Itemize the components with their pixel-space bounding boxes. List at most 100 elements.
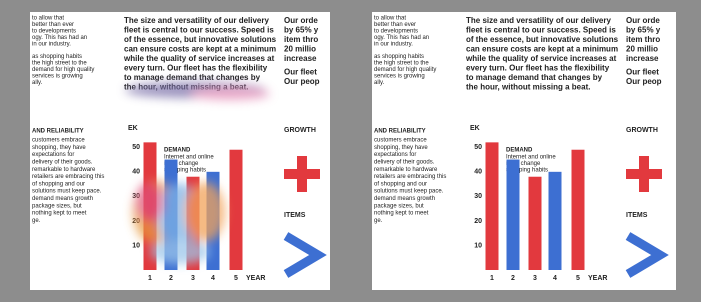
items-label: ITEMS (284, 212, 306, 219)
body-text: as shopping habits (32, 54, 82, 60)
body-text: delivery of their goods. (32, 159, 93, 165)
chevron-icon (286, 236, 318, 274)
body-text: ally. (32, 80, 43, 86)
body-text: delivery of their goods. (374, 159, 435, 165)
body-text: solutions must keep pace. (374, 189, 444, 195)
heading: the hour, without missing a beat. (124, 83, 248, 92)
y-tick-label: 10 (132, 242, 140, 249)
body-text: Our orde (626, 16, 660, 25)
body-text: services is growing (32, 74, 83, 80)
heading: of the essence, but innovative solutions (466, 35, 619, 44)
heading: every turn. Our fleet has the flexibilit… (466, 64, 610, 73)
body-text: ge. (32, 218, 41, 224)
y-tick-label: 20 (132, 218, 140, 225)
heading: while the quality of service increases a… (465, 54, 617, 63)
y-tick-label: 30 (474, 193, 482, 200)
growth-label: GROWTH (284, 127, 316, 134)
body-text: in our industry. (32, 42, 71, 48)
body-text: item thro (284, 35, 318, 44)
bar (165, 160, 178, 270)
x-axis-label: YEAR (588, 275, 607, 282)
body-text: to developments (32, 29, 76, 35)
body-text: of shopping and our (32, 181, 85, 187)
x-tick-label: 3 (191, 275, 195, 282)
body-text: ge. (374, 218, 383, 224)
growth-label: GROWTH (626, 127, 658, 134)
body-text: remarkable to hardware (374, 167, 438, 173)
x-axis-label: YEAR (246, 275, 265, 282)
plus-icon (639, 156, 649, 192)
body-text: shopping, they have (374, 145, 428, 151)
y-tick-label: 40 (474, 169, 482, 176)
body-text: solutions must keep pace. (32, 189, 102, 195)
body-text: demand means growth (374, 196, 435, 202)
x-tick-label: 5 (234, 275, 238, 282)
body-text: the high street to the (374, 61, 429, 67)
body-text: of shopping and our (374, 181, 427, 187)
heading: to manage demand that changes by (124, 73, 261, 82)
body-text: remarkable to hardware (32, 167, 96, 173)
body-text: to allow that (32, 16, 64, 22)
heading: of the essence, but innovative solutions (124, 35, 277, 44)
heading: fleet is central to our success. Speed i… (466, 26, 616, 35)
body-text: demand for high quality (32, 67, 94, 73)
bar (144, 142, 157, 270)
body-text: increase (284, 54, 317, 63)
body-text: Our orde (284, 16, 318, 25)
bar (187, 177, 200, 270)
body-text: demand means growth (32, 196, 93, 202)
heading: The size and versatility of our delivery (124, 16, 269, 25)
body-text: 20 millio (284, 45, 316, 54)
x-tick-label: 1 (148, 275, 152, 282)
body-text: expectations for (32, 152, 74, 158)
heading: fleet is central to our success. Speed i… (124, 26, 274, 35)
bar (486, 142, 499, 270)
chevron-icon (628, 236, 660, 274)
heading: every turn. Our fleet has the flexibilit… (124, 64, 268, 73)
x-tick-label: 1 (490, 275, 494, 282)
body-text: package sizes, but (32, 203, 82, 209)
body-text: customers embrace (32, 138, 85, 144)
section-heading: AND RELIABILITY (32, 129, 84, 135)
heading: the hour, without missing a beat. (466, 83, 590, 92)
y-tick-label: 40 (132, 169, 140, 176)
body-text: to allow that (374, 16, 406, 22)
body-text: 20 millio (626, 45, 658, 54)
body-text: Our peop (284, 77, 320, 86)
body-text: ally. (374, 80, 385, 86)
bar (507, 160, 520, 270)
y-tick-label: 10 (474, 242, 482, 249)
body-text: Our fleet (626, 68, 659, 77)
body-text: the high street to the (32, 61, 87, 67)
body-text: Our fleet (284, 68, 317, 77)
body-text: to developments (374, 29, 418, 35)
body-text: demand for high quality (374, 67, 436, 73)
y-tick-label: 50 (132, 144, 140, 151)
body-text: increase (626, 54, 659, 63)
bar (572, 150, 585, 270)
x-tick-label: 5 (576, 275, 580, 282)
y-tick-label: 50 (474, 144, 482, 151)
body-text: item thro (626, 35, 660, 44)
body-text: nothing kept to meet (374, 211, 429, 217)
heading: The size and versatility of our delivery (466, 16, 611, 25)
body-text: by 65% y (626, 26, 661, 35)
body-text: services is growing (374, 74, 425, 80)
body-text: better than ever (374, 22, 416, 28)
y-axis-label: EK (470, 125, 480, 132)
x-tick-label: 4 (553, 275, 557, 282)
x-tick-label: 3 (533, 275, 537, 282)
y-tick-label: 30 (132, 193, 140, 200)
y-tick-label: 20 (474, 218, 482, 225)
page: {"heading_lines": ["The size and versati… (0, 0, 701, 302)
section-heading: AND RELIABILITY (374, 129, 426, 135)
bar (549, 172, 562, 270)
heading: can ensure costs are kept at a minimum (466, 45, 618, 54)
body-text: as shopping habits (374, 54, 424, 60)
body-text: better than ever (32, 22, 74, 28)
body-text: nothing kept to meet (32, 211, 87, 217)
x-tick-label: 2 (169, 275, 173, 282)
body-text: Our peop (626, 77, 662, 86)
